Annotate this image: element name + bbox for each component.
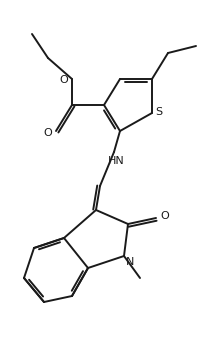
Text: N: N — [126, 257, 134, 267]
Text: O: O — [161, 211, 169, 221]
Text: O: O — [44, 128, 52, 138]
Text: O: O — [60, 75, 68, 85]
Text: HN: HN — [108, 156, 124, 166]
Text: S: S — [156, 107, 163, 117]
